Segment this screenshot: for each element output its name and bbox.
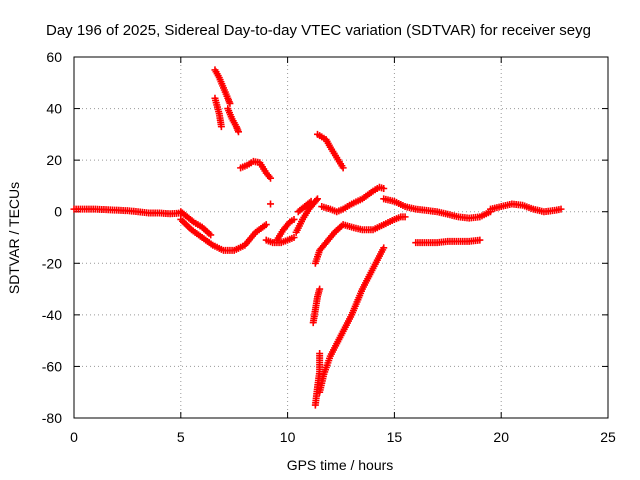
y-axis-label: SDTVAR / TECUs [6,182,22,294]
data-point [234,128,242,136]
series-baseline-late [487,200,565,216]
data-point [401,213,409,221]
y-tick-label: 20 [46,152,62,168]
x-tick-label: 25 [600,429,616,445]
x-tick-label: 5 [177,429,185,445]
y-tick-label: 40 [46,101,62,117]
series-early-high-dip [177,208,215,239]
series-arc-2 [318,183,388,216]
data-point [226,99,234,107]
y-tick-label: -20 [42,255,62,271]
data-point [380,244,388,252]
y-tick-label: -80 [42,410,62,426]
series-point-9h [267,200,275,208]
data-point [217,123,225,131]
series-arc-11h [292,195,322,236]
y-tick-label: 0 [54,204,62,220]
x-tick-label: 20 [493,429,509,445]
series-arc-10-5h [294,197,315,216]
data-point [380,185,388,193]
data-point [312,196,320,204]
series-near-9h-low [262,234,298,247]
data-point [339,164,347,172]
data-point [267,200,275,208]
series-arc-19 [237,157,275,182]
y-tick-label: 60 [46,49,62,65]
x-tick-label: 10 [280,429,296,445]
series-baseline-early [70,205,185,218]
data-point [262,221,270,229]
series-arc-neg12 [412,236,484,247]
series-arc-44 [211,94,225,131]
chart-title: Day 196 of 2025, Sidereal Day-to-day VTE… [46,22,591,39]
series-arc-55 [211,66,234,107]
plot-frame [73,56,609,419]
grid [74,57,608,418]
data-series [70,66,565,409]
series-arc-30 [314,130,347,172]
x-tick-label: 15 [387,429,403,445]
series-early-low-dip [177,215,270,254]
x-tick-label: 0 [70,429,78,445]
x-axis-label: GPS time / hours [287,457,394,473]
series-arc-rise [316,244,388,396]
data-point [316,350,324,358]
data-point [314,195,322,203]
data-point [316,285,324,293]
data-point [290,215,298,223]
series-arc-40 [224,105,242,136]
data-point [207,231,215,239]
data-point [290,234,298,241]
series-arc-neg10 [311,213,409,267]
series-arc-early-10h [273,215,298,244]
data-point [267,174,275,182]
y-tick-label: -40 [42,307,62,323]
axis-ticks: 0 5 10 15 20 25 -80 -60 -40 -20 0 20 40 60 [42,49,616,445]
data-point [307,197,315,205]
y-tick-label: -60 [42,358,62,374]
data-point [557,205,565,213]
series-arc-11-3h-low [309,285,324,327]
data-point [476,236,484,244]
